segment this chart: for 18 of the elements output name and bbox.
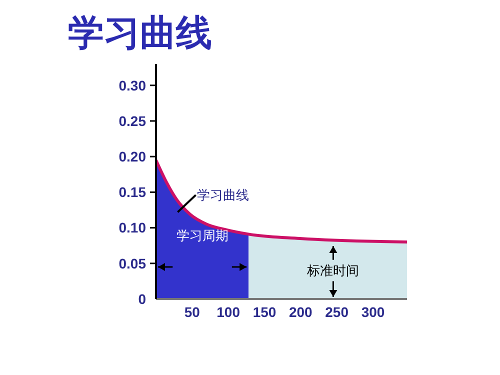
y-tick-label: 0.15 <box>118 184 146 200</box>
y-tick-label: 0.20 <box>118 148 146 164</box>
annotation: 学习周期 <box>176 228 228 243</box>
y-tick-label: 0.25 <box>118 112 146 129</box>
line-series <box>154 158 408 244</box>
y-tick-label: 0.30 <box>118 77 146 94</box>
x-tick-label: 50 <box>184 304 200 320</box>
x-tick-label: 200 <box>288 304 313 320</box>
y-tick-label: 0.05 <box>118 255 146 272</box>
x-tick-label: 250 <box>325 304 349 320</box>
chart-title: 学习曲线 <box>68 12 212 53</box>
annotation: 学习曲线 <box>197 188 250 203</box>
y-tick-label: 0 <box>138 290 146 307</box>
y-tick-label: 0.10 <box>118 220 146 236</box>
x-tick-label: 100 <box>216 304 240 320</box>
x-tick-label: 150 <box>252 304 276 320</box>
x-tick-label: 300 <box>361 304 385 320</box>
annotation: 标准时间 <box>306 263 360 278</box>
